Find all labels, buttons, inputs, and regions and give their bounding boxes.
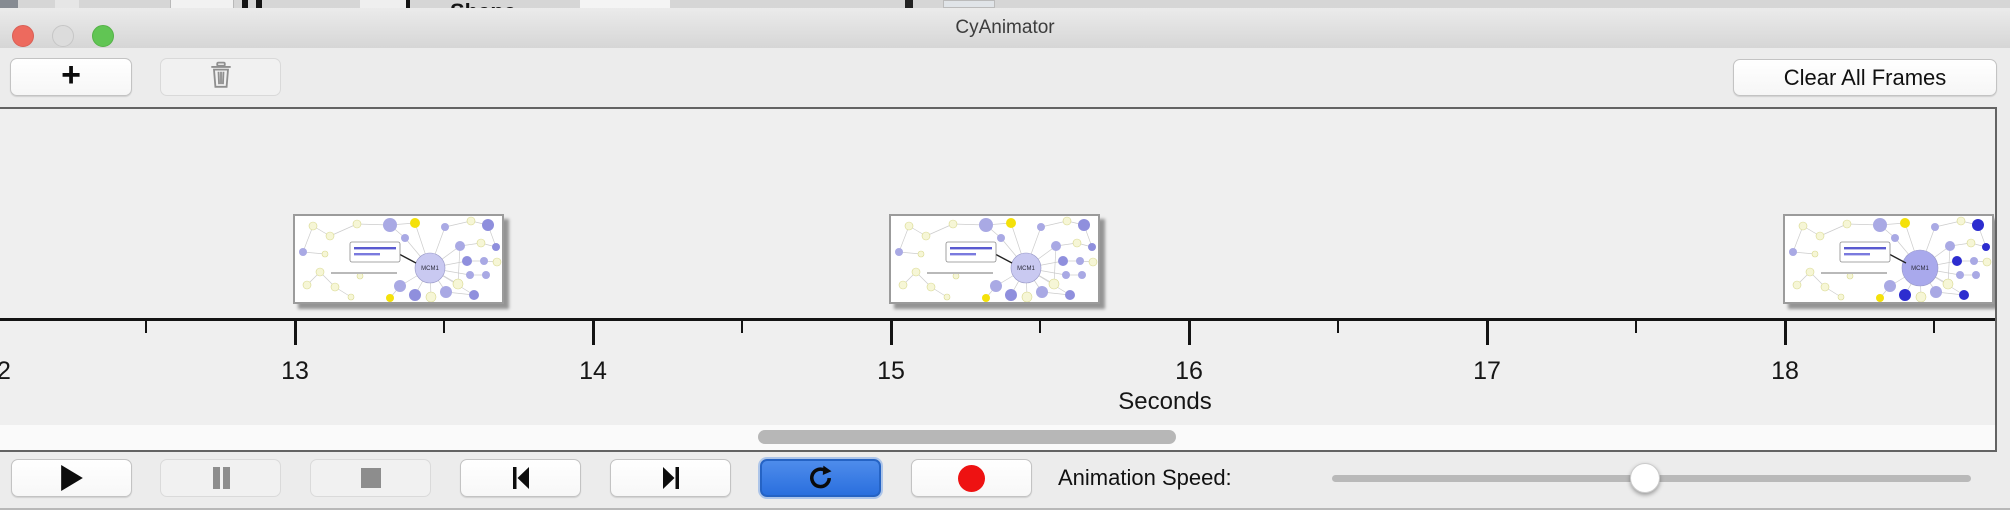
- tick-label: 15: [877, 357, 905, 385]
- add-frame-button[interactable]: +: [10, 55, 132, 96]
- major-tick: [1783, 318, 1787, 345]
- tick-label: 12: [0, 357, 11, 386]
- tick-label: 13: [281, 357, 309, 385]
- keyframe-thumbnail[interactable]: MCM1: [293, 214, 504, 304]
- skip-end-icon: [659, 465, 683, 491]
- background-fragment: [943, 0, 995, 8]
- background-fragment: [242, 0, 248, 8]
- svg-text:MCM1: MCM1: [1017, 266, 1035, 272]
- tick-label: 17: [1473, 357, 1501, 385]
- tick-label: 16: [1175, 357, 1203, 385]
- major-tick: [1187, 318, 1191, 345]
- background-fragment: [360, 0, 410, 8]
- frame-toolbar: + Clear All Frames: [0, 48, 2010, 107]
- plus-icon: +: [61, 55, 81, 94]
- clear-all-frames-button[interactable]: Clear All Frames: [1733, 59, 1997, 96]
- skip-to-start-button[interactable]: [460, 459, 581, 497]
- background-app-text: Shape: [450, 0, 570, 8]
- background-fragment: [580, 0, 670, 8]
- keyframe-thumbnail[interactable]: MCM1: [889, 214, 1100, 304]
- svg-text:MCM1: MCM1: [421, 266, 439, 272]
- minor-tick: [1337, 318, 1339, 333]
- playback-controlbar: Animation Speed:: [0, 452, 2010, 510]
- skip-to-end-button[interactable]: [610, 459, 731, 497]
- close-button[interactable]: [12, 25, 34, 47]
- minor-tick: [443, 318, 445, 333]
- background-fragment: [905, 0, 913, 8]
- zoom-button[interactable]: [92, 25, 114, 47]
- background-fragment: [0, 0, 18, 8]
- background-fragment: [256, 0, 262, 8]
- axis-unit-label: Seconds: [1118, 388, 1212, 415]
- timeline-scrollbar[interactable]: [0, 425, 1995, 450]
- tick-label: 18: [1771, 357, 1799, 385]
- skip-start-icon: [509, 465, 533, 491]
- pause-icon: [209, 466, 233, 490]
- minor-tick: [1039, 318, 1041, 333]
- minor-tick: [1933, 318, 1935, 333]
- background-fragment: [55, 0, 79, 8]
- major-tick: [889, 318, 893, 345]
- loop-button[interactable]: [760, 459, 881, 497]
- slider-handle[interactable]: [1630, 463, 1661, 493]
- minimize-button[interactable]: [52, 25, 74, 47]
- background-fragment: [406, 0, 410, 8]
- stop-icon: [359, 466, 383, 490]
- trash-icon: [208, 61, 234, 94]
- major-tick: [1485, 318, 1489, 345]
- stop-button[interactable]: [310, 459, 431, 497]
- major-tick: [293, 318, 297, 345]
- tick-label: 14: [579, 357, 607, 385]
- scrollbar-thumb[interactable]: [758, 430, 1176, 444]
- minor-tick: [145, 318, 147, 333]
- record-button[interactable]: [911, 459, 1032, 497]
- timeline-panel[interactable]: 12 13 14 15 16 17 18 MCM1 MCM1 MCM1 Seconds: [0, 107, 1997, 452]
- background-app-sliver: Shape: [0, 0, 2010, 8]
- window-title: CyAnimator: [955, 17, 1055, 38]
- svg-text:MCM1: MCM1: [1911, 266, 1929, 272]
- major-tick: [591, 318, 595, 345]
- pause-button[interactable]: [160, 459, 281, 497]
- record-icon: [958, 464, 985, 492]
- animation-speed-label: Animation Speed:: [1058, 465, 1232, 490]
- loop-icon: [807, 465, 834, 492]
- animation-speed-slider[interactable]: [1332, 463, 1971, 493]
- minor-tick: [1635, 318, 1637, 333]
- background-fragment: [170, 0, 234, 8]
- timeline-axis: [0, 318, 1995, 321]
- play-icon: [60, 465, 84, 491]
- minor-tick: [741, 318, 743, 333]
- titlebar[interactable]: CyAnimator: [0, 8, 2010, 49]
- keyframe-thumbnail[interactable]: MCM1: [1783, 214, 1994, 304]
- play-button[interactable]: [11, 459, 132, 497]
- delete-frame-button[interactable]: [160, 58, 281, 96]
